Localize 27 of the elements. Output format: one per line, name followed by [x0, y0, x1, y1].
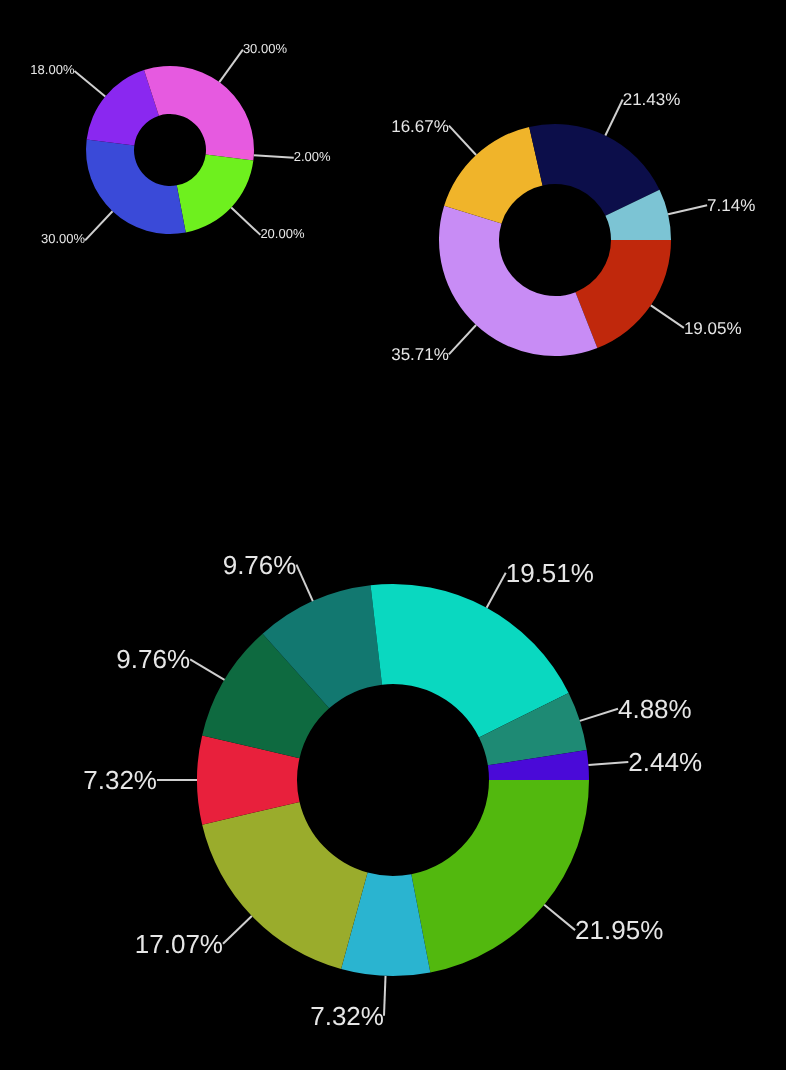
data-label: 35.71% — [391, 344, 450, 365]
donut-slice — [262, 585, 382, 709]
donut-slice — [605, 189, 671, 240]
donut-slice — [341, 872, 431, 976]
data-label: 7.32% — [310, 1000, 385, 1031]
donut-slice — [487, 750, 589, 780]
donut-slice — [202, 633, 330, 759]
data-label: 21.43% — [622, 89, 682, 110]
data-label: 19.05% — [683, 317, 743, 338]
data-label: 9.76% — [222, 549, 298, 580]
donut-slice — [370, 584, 569, 738]
data-label: 7.14% — [707, 195, 757, 216]
donut-slice — [575, 240, 671, 348]
donut-slice — [86, 139, 186, 234]
data-label: 16.67% — [391, 115, 450, 136]
donut-slice — [197, 735, 300, 825]
donut-slice — [86, 70, 159, 146]
donut-slice — [176, 154, 254, 233]
data-label: 9.76% — [116, 644, 191, 675]
data-label: 4.88% — [617, 693, 693, 724]
data-label: 19.51% — [505, 557, 595, 588]
data-label: 17.07% — [134, 928, 224, 959]
donut-slice — [479, 693, 587, 766]
data-label: 7.32% — [83, 765, 158, 796]
data-label: 21.95% — [575, 915, 665, 946]
data-label: 2.44% — [628, 746, 703, 777]
donut-slice — [529, 124, 660, 216]
